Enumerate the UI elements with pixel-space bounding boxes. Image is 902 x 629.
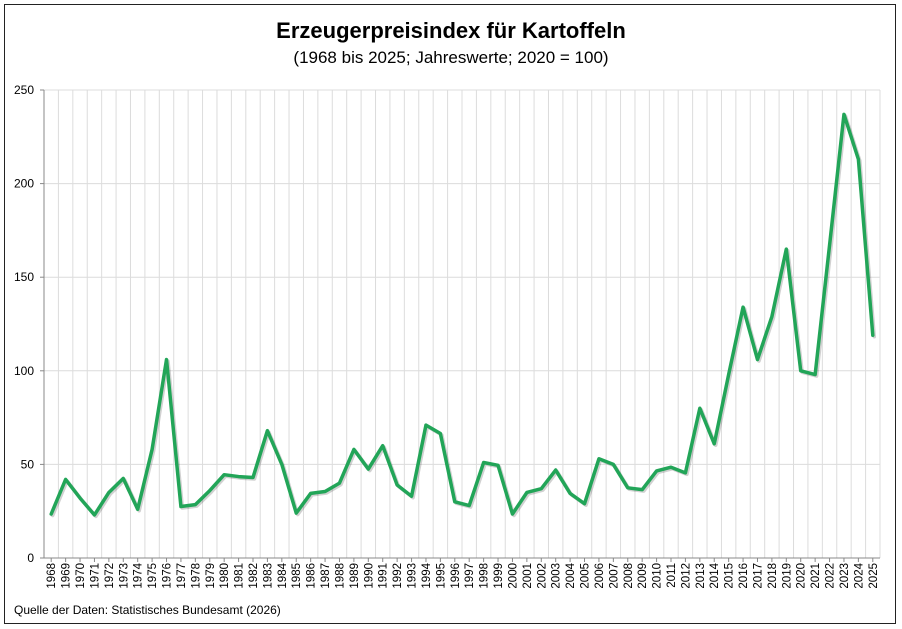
x-tick-label: 2016 (738, 563, 750, 589)
x-tick-label: 1969 (61, 563, 73, 589)
source-note: Quelle der Daten: Statistisches Bundesam… (14, 603, 281, 617)
axes (40, 89, 880, 562)
x-tick-label: 2005 (580, 563, 592, 589)
x-tick-label: 1968 (46, 563, 58, 589)
x-tick-label: 1997 (464, 563, 476, 589)
x-tick-label: 1979 (205, 563, 217, 589)
x-tick-label: 1986 (306, 563, 318, 589)
x-tick-label: 1993 (407, 563, 419, 589)
x-tick-label: 2007 (608, 563, 620, 589)
x-tick-label: 1988 (334, 563, 346, 589)
x-tick-label: 1977 (176, 563, 188, 589)
x-tick-label: 2003 (551, 563, 563, 589)
x-axis-tick-labels: 1968 1969 1970 1971 1972 1973 1974 1975 1976 1977… (46, 562, 880, 588)
y-tick-label: 50 (21, 457, 35, 471)
chart-title: Erzeugerpreisindex für Kartoffeln (276, 18, 626, 43)
x-tick-label: 2004 (565, 562, 577, 588)
x-tick-label: 1999 (493, 563, 505, 589)
x-tick-label: 2021 (810, 563, 822, 589)
x-tick-label: 1983 (262, 563, 274, 589)
x-tick-label: 2023 (839, 563, 851, 589)
x-tick-label: 2013 (695, 563, 707, 589)
x-tick-label: 1996 (450, 563, 462, 589)
x-tick-label: 2025 (868, 563, 880, 589)
vertical-gridlines (43, 90, 881, 558)
chart-subtitle: (1968 bis 2025; Jahreswerte; 2020 = 100) (293, 48, 609, 67)
x-tick-label: 1972 (104, 563, 116, 589)
x-tick-label: 2000 (507, 563, 519, 589)
series-line (49, 112, 875, 517)
y-tick-label: 150 (14, 270, 34, 284)
x-tick-label: 1998 (479, 563, 491, 589)
x-tick-label: 1992 (392, 563, 404, 589)
y-tick-label: 250 (14, 83, 34, 97)
x-tick-label: 1990 (363, 563, 375, 589)
y-tick-label: 0 (27, 551, 34, 565)
x-tick-label: 1976 (162, 563, 174, 589)
x-tick-label: 2015 (724, 563, 736, 589)
x-tick-label: 2011 (666, 563, 678, 588)
x-tick-label: 1985 (291, 563, 303, 589)
x-tick-label: 2024 (853, 562, 865, 588)
x-tick-label: 1974 (133, 562, 145, 588)
x-tick-label: 2020 (796, 563, 808, 589)
x-tick-label: 1978 (190, 563, 202, 589)
x-tick-label: 2018 (767, 563, 779, 589)
y-axis-tick-labels: 0 50 100 150 200 250 (14, 83, 34, 565)
x-tick-label: 2017 (752, 563, 764, 589)
y-tick-label: 200 (14, 177, 34, 191)
chart-frame (4, 4, 896, 624)
x-tick-label: 1980 (219, 563, 231, 589)
x-tick-label: 2006 (594, 563, 606, 589)
x-tick-label: 1984 (277, 562, 289, 588)
x-tick-label: 1994 (421, 562, 433, 588)
x-tick-label: 2008 (623, 563, 635, 589)
x-tick-label: 2022 (825, 563, 837, 589)
x-tick-label: 2002 (536, 563, 548, 589)
x-tick-label: 1981 (234, 563, 246, 589)
x-tick-label: 2009 (637, 563, 649, 589)
x-tick-label: 1991 (378, 563, 390, 589)
x-tick-label: 1970 (75, 563, 87, 589)
x-tick-label: 1995 (435, 563, 447, 589)
x-tick-label: 1975 (147, 563, 159, 589)
x-tick-label: 2010 (652, 563, 664, 589)
x-tick-label: 1982 (248, 563, 260, 589)
y-tick-label: 100 (14, 364, 34, 378)
x-tick-label: 2001 (522, 563, 534, 589)
x-tick-label: 2012 (680, 563, 692, 589)
x-tick-label: 1973 (118, 563, 130, 589)
x-tick-label: 1971 (89, 563, 101, 589)
x-tick-label: 2019 (781, 563, 793, 589)
series-potato-price-index (49, 112, 877, 519)
x-tick-label: 1989 (349, 563, 361, 589)
x-tick-label: 2014 (709, 562, 721, 588)
x-tick-label: 1987 (320, 563, 332, 589)
